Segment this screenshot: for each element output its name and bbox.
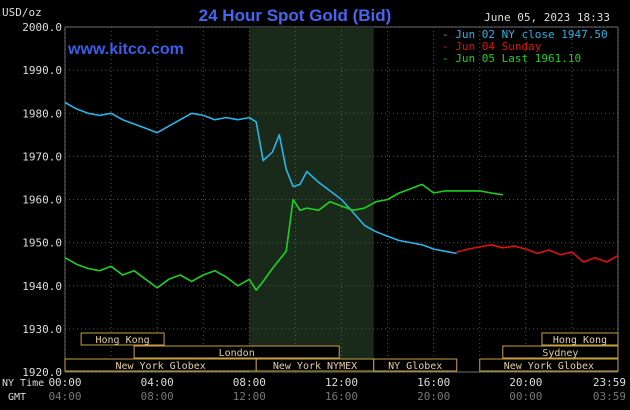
legend-item-last: - Jun 05 Last 1961.10 bbox=[442, 52, 581, 65]
y-tick-label: 1950.0 bbox=[22, 237, 62, 250]
legend: - Jun 02 NY close 1947.50 - Jun 04 Sunda… bbox=[442, 28, 608, 65]
watermark: www.kitco.com bbox=[67, 41, 184, 58]
chart-title: 24 Hour Spot Gold (Bid) bbox=[199, 6, 392, 25]
shaded-session-region bbox=[249, 27, 374, 372]
y-tick-label: 1960.0 bbox=[22, 194, 62, 207]
x-tick-label-gmt: 00:00 bbox=[509, 390, 542, 403]
y-tick-label: 1990.0 bbox=[22, 64, 62, 77]
session-bar bbox=[133, 345, 340, 359]
y-tick-label: 1940.0 bbox=[22, 280, 62, 293]
session-bar bbox=[80, 332, 165, 346]
session-label: NY Globex bbox=[388, 361, 442, 372]
x-tick-label-gmt: 20:00 bbox=[417, 390, 450, 403]
x-tick-label-ny: 08:00 bbox=[233, 376, 266, 389]
series-line bbox=[456, 244, 619, 263]
x-tick-label-ny: 12:00 bbox=[325, 376, 358, 389]
x-tick-label-ny: 20:00 bbox=[509, 376, 542, 389]
ny-time-label: NY Time bbox=[2, 378, 44, 389]
series-line bbox=[64, 183, 503, 291]
x-tick-label-gmt: 12:00 bbox=[233, 390, 266, 403]
session-label: Hong Kong bbox=[553, 335, 607, 346]
y-tick-label: 1970.0 bbox=[22, 150, 62, 163]
session-label: New York NYMEX bbox=[273, 361, 357, 372]
session-label: London bbox=[219, 348, 255, 359]
x-tick-label-ny: 16:00 bbox=[417, 376, 450, 389]
y-axis-ticks: 2000.0 1990.0 1980.0 1970.0 1960.0 1950.0 1940… bbox=[22, 21, 62, 379]
session-bar bbox=[502, 345, 619, 359]
y-tick-label: 2000.0 bbox=[22, 21, 62, 34]
x-tick-label-ny: 23:59 bbox=[593, 376, 626, 389]
x-tick-label-gmt: 16:00 bbox=[325, 390, 358, 403]
session-label: Hong Kong bbox=[96, 335, 150, 346]
session-bar bbox=[479, 358, 619, 372]
session-bar bbox=[373, 358, 458, 372]
session-label: Sydney bbox=[542, 348, 578, 359]
session-label: New York Globex bbox=[504, 361, 594, 372]
session-bar bbox=[541, 332, 619, 346]
x-tick-label-gmt: 03:59 bbox=[593, 390, 626, 403]
grid bbox=[64, 26, 619, 373]
x-tick-label-gmt: 08:00 bbox=[141, 390, 174, 403]
x-tick-label-ny: 04:00 bbox=[141, 376, 174, 389]
y-tick-label: 1920.0 bbox=[22, 366, 62, 379]
session-label: New York Globex bbox=[115, 361, 205, 372]
x-tick-label-ny: 00:00 bbox=[48, 376, 81, 389]
legend-item-sunday: - Jun 04 Sunday bbox=[442, 40, 542, 53]
y-tick-label: 1980.0 bbox=[22, 107, 62, 120]
units-label: USD/oz bbox=[2, 6, 42, 19]
timestamp: June 05, 2023 18:33 bbox=[484, 11, 610, 24]
y-tick-label: 1930.0 bbox=[22, 323, 62, 336]
price-lines bbox=[64, 101, 619, 291]
series-line bbox=[64, 101, 457, 255]
gmt-label: GMT bbox=[8, 392, 26, 403]
market-sessions: Hong Kong London New York Globex New York N… bbox=[64, 332, 619, 372]
x-tick-label-gmt: 04:00 bbox=[48, 390, 81, 403]
legend-item-ny-close: - Jun 02 NY close 1947.50 bbox=[442, 28, 608, 41]
x-axis-ticks: 00:0004:0004:0008:0008:0012:0012:0016:00… bbox=[48, 376, 626, 403]
